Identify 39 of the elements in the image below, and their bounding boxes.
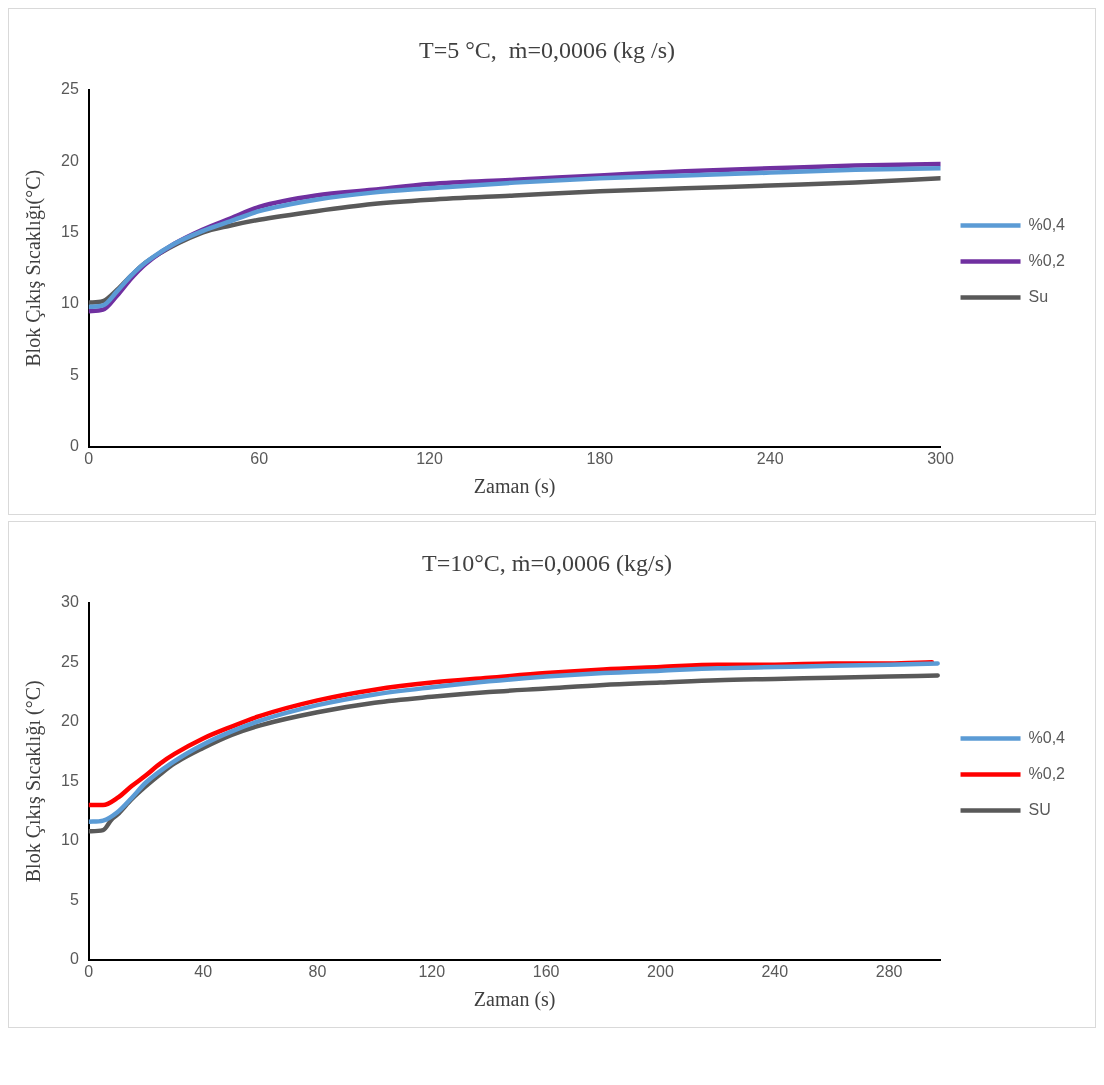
x-tick-label: 240 — [761, 962, 789, 980]
x-tick-label: 240 — [756, 449, 784, 467]
legend-label: Su — [1028, 287, 1049, 305]
x-tick-label: 120 — [416, 449, 443, 467]
chart-title: T=10°C, ṁ=0,0006 (kg/s) — [422, 549, 672, 576]
y-tick-label: 30 — [61, 593, 79, 611]
x-tick-label: 280 — [875, 962, 903, 980]
x-tick-label: 80 — [308, 962, 327, 980]
y-tick-label: 0 — [69, 950, 79, 968]
y-tick-label: 10 — [61, 294, 79, 312]
y-tick-label: 25 — [61, 652, 79, 670]
legend-label: %0,4 — [1028, 215, 1066, 233]
x-tick-label: 120 — [418, 962, 446, 980]
x-tick-label: 0 — [84, 962, 94, 980]
chart-title: T=5 °C, ṁ=0,0006 (kg /s) — [419, 36, 675, 63]
x-tick-label: 40 — [194, 962, 213, 980]
x-tick-label: 300 — [927, 449, 954, 467]
y-tick-label: 15 — [61, 771, 79, 789]
legend-label: %0,4 — [1028, 728, 1066, 746]
x-tick-label: 180 — [586, 449, 614, 467]
y-tick-label: 25 — [61, 80, 79, 98]
y-tick-label: 20 — [61, 151, 79, 169]
y-tick-label: 5 — [69, 365, 79, 383]
x-tick-label: 200 — [647, 962, 674, 980]
legend-label: SU — [1028, 800, 1051, 818]
x-tick-label: 60 — [250, 449, 269, 467]
x-tick-label: 0 — [84, 449, 94, 467]
y-tick-label: 20 — [61, 712, 79, 730]
y-tick-label: 15 — [61, 223, 79, 241]
y-tick-label: 5 — [69, 890, 79, 908]
y-axis-title: Blok Çıkış Sıcaklığı (°C) — [22, 680, 46, 883]
legend-label: %0,2 — [1028, 764, 1066, 782]
legend-label: %0,2 — [1028, 251, 1066, 269]
y-tick-label: 0 — [69, 437, 79, 455]
x-axis-title: Zaman (s) — [473, 475, 556, 499]
x-axis-title: Zaman (s) — [473, 988, 556, 1012]
x-tick-label: 160 — [532, 962, 560, 980]
y-tick-label: 10 — [61, 831, 79, 849]
y-axis-title: Blok Çıkış Sıcaklığı(°C) — [22, 169, 46, 367]
